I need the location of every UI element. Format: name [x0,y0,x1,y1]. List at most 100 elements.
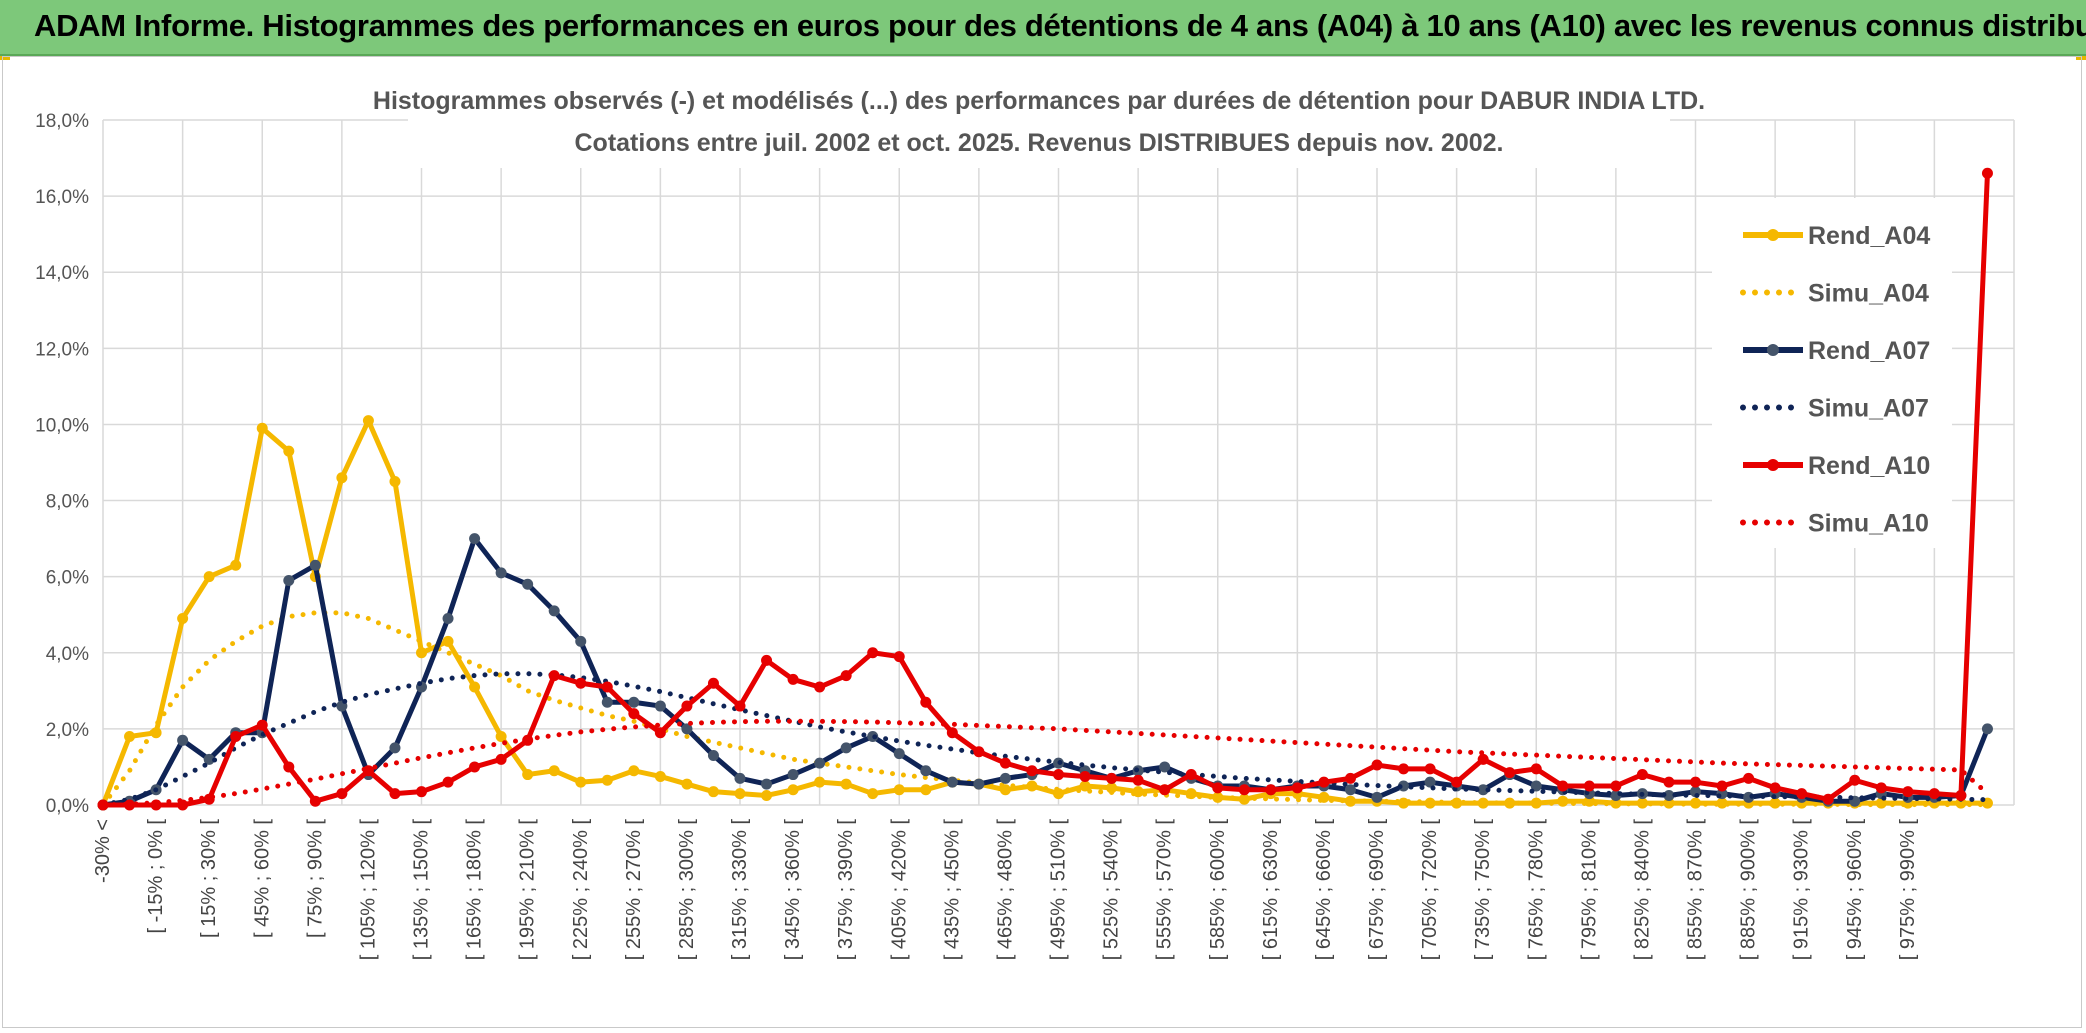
series-line-simu-a10 [100,718,1990,808]
x-tick-label: [ 855% ; 870% [ [1685,819,1707,961]
data-point [681,700,693,712]
data-point [309,795,321,807]
data-point [1716,797,1728,809]
data-point [495,753,507,765]
data-point [1981,723,1993,735]
data-point [1185,769,1197,781]
chart-subtitle: Cotations entre juil. 2002 et oct. 2025.… [575,129,1504,157]
data-point [1026,765,1038,777]
data-point [946,727,958,739]
data-point [309,559,321,571]
data-point [1530,780,1542,792]
data-point [575,776,587,788]
x-tick-label: -30% < [92,819,114,883]
data-point [1132,774,1144,786]
data-point [256,719,268,731]
data-point [416,647,427,659]
data-point [1238,784,1250,796]
data-point [442,635,454,647]
chart-title: Histogrammes observés (-) et modélisés (… [373,87,1705,115]
data-point [203,753,215,765]
data-point [1344,784,1356,796]
data-point [283,574,295,586]
data-point [1955,789,1967,801]
data-point [1371,759,1383,771]
data-point [681,778,693,790]
data-point [1106,772,1118,784]
data-point [389,788,401,800]
x-tick-label: [ 285% ; 300% [ [676,819,698,961]
x-tick-label: [ 795% ; 810% [ [1578,819,1600,961]
legend-marker [1767,229,1779,241]
data-point [761,654,773,666]
y-tick-label: 4,0% [46,644,89,665]
data-point [1212,782,1224,794]
data-point [1663,789,1675,801]
data-point [1557,780,1569,792]
data-point [469,681,481,693]
banner: ADAM Informe. Histogrammes des performan… [0,0,2086,56]
banner-title: ADAM Informe. Histogrammes des performan… [34,8,2086,43]
data-point [203,571,215,583]
x-tick-label: [ 135% ; 150% [ [411,819,433,961]
data-point [1530,763,1542,775]
x-tick-label: [ 765% ; 780% [ [1525,819,1547,961]
data-point [761,789,773,801]
data-point [973,778,985,790]
data-point [283,445,295,457]
data-point [734,700,746,712]
series-line-simu-a04 [100,610,1990,808]
data-point [601,681,613,693]
data-point [1159,761,1171,773]
x-tick-label: [ 465% ; 480% [ [994,819,1016,961]
data-point [469,761,481,773]
x-tick-label: [ -15% ; 0% [ [145,819,167,934]
data-point [1610,780,1622,792]
x-tick-label: [ 555% ; 570% [ [1154,819,1176,961]
data-point [999,772,1011,784]
data-point [654,700,666,712]
x-tick-label: [ 975% ; 990% [ [1897,819,1919,961]
data-point [1079,770,1091,782]
legend-label: Rend_A10 [1808,452,1930,480]
data-point [230,731,242,742]
y-tick-label: 12,0% [35,339,89,360]
data-point [495,567,507,579]
data-point [362,415,374,427]
data-point [867,788,879,800]
series-line-rend-a04 [100,418,1988,806]
x-tick-label: [ 525% ; 540% [ [1101,819,1123,961]
data-point [920,696,932,708]
data-point [1928,788,1940,800]
data-point [1981,167,1993,179]
data-point [1079,780,1091,792]
data-point [814,757,826,769]
x-tick-label: [ 75% ; 90% [ [304,819,326,938]
data-point [1769,782,1781,794]
x-tick-label: [ 255% ; 270% [ [623,819,645,961]
data-point [999,757,1011,769]
data-point [1212,791,1224,803]
x-tick-label: [ 825% ; 840% [ [1631,819,1653,961]
legend-label: Rend_A04 [1808,222,1930,250]
x-tick-label: [ 165% ; 180% [ [464,819,486,961]
y-tick-label: 8,0% [46,492,89,513]
data-point [1743,772,1755,784]
data-point [973,746,985,758]
data-point [893,748,905,760]
data-point [893,651,905,663]
data-point [840,742,852,754]
x-tick-label: [ 645% ; 660% [ [1313,819,1335,961]
y-tick-label: 2,0% [46,720,89,741]
data-point [1822,793,1834,805]
data-point [787,784,799,796]
data-point [920,784,932,796]
data-point [177,734,189,746]
x-tick-label: [ 945% ; 960% [ [1844,819,1866,961]
data-point [575,635,587,647]
data-point [654,770,666,782]
data-point [1159,784,1171,796]
data-point [1398,797,1410,809]
data-point [1875,782,1887,794]
data-point [946,776,958,788]
